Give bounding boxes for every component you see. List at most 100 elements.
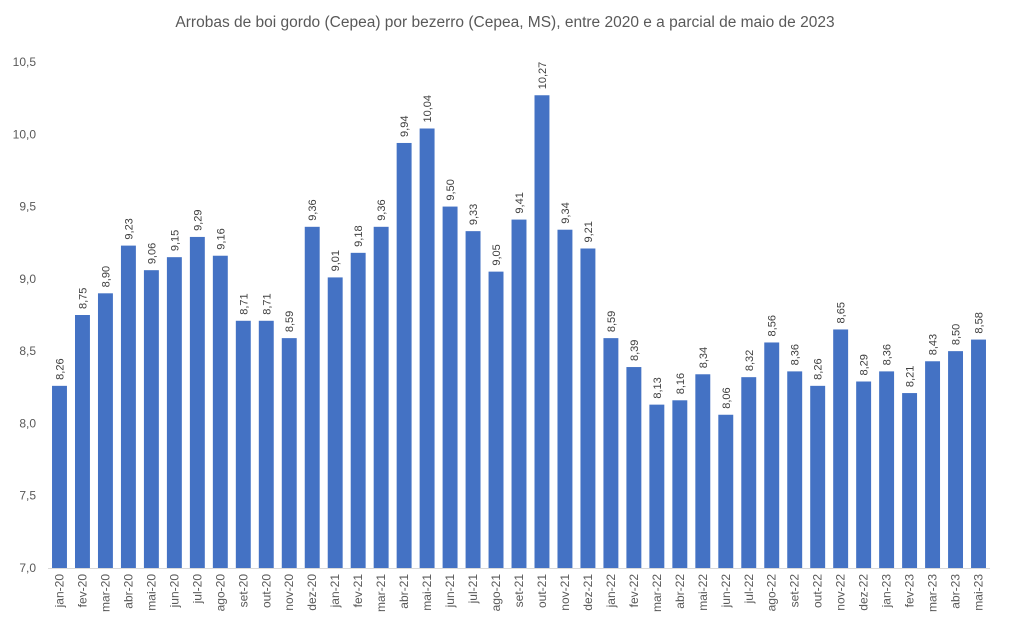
data-label: 8,32 <box>744 350 756 371</box>
data-label: 8,21 <box>905 366 917 387</box>
bar <box>166 257 182 568</box>
x-tick-label: jan-21 <box>328 574 342 609</box>
x-tick-label: nov-21 <box>558 574 572 611</box>
bars: 8,26 8,75 8,90 9,23 9,06 9,15 9,29 9,16 8,71 8,71… <box>52 62 986 569</box>
data-label: 9,05 <box>491 244 503 265</box>
x-tick-label: jan-22 <box>604 574 618 609</box>
x-tick-label: out-21 <box>535 574 549 608</box>
data-label: 9,94 <box>399 116 411 137</box>
bar <box>948 351 964 568</box>
x-tick-label: mar-20 <box>98 574 112 612</box>
x-tick-label: abr-23 <box>949 574 963 609</box>
bar <box>557 229 573 568</box>
data-label: 8,36 <box>790 344 802 365</box>
data-label: 8,58 <box>974 312 986 333</box>
bar <box>879 371 895 568</box>
bar <box>74 315 90 568</box>
y-tick-label: 7,5 <box>19 489 36 503</box>
x-tick-label: jan-20 <box>52 574 66 609</box>
data-label: 10,04 <box>422 95 434 123</box>
x-tick-label: mar-21 <box>374 574 388 612</box>
bar <box>580 248 596 569</box>
x-tick-label: ago-22 <box>765 574 779 612</box>
data-label: 8,71 <box>238 293 250 314</box>
bar <box>971 339 986 568</box>
x-tick-label: ago-21 <box>489 574 503 612</box>
bar <box>281 338 297 568</box>
x-tick-label: set-21 <box>512 574 526 608</box>
bar <box>511 219 527 568</box>
x-tick-label: jan-23 <box>880 574 894 609</box>
x-tick-label: abr-20 <box>121 574 135 609</box>
y-tick-label: 10,5 <box>13 55 37 69</box>
data-label: 8,13 <box>652 377 664 398</box>
data-label: 8,71 <box>261 293 273 314</box>
bar <box>810 385 826 568</box>
data-label: 8,65 <box>836 302 848 323</box>
bar <box>672 400 688 568</box>
bar <box>442 206 458 569</box>
data-label: 8,34 <box>698 347 710 368</box>
bar <box>143 270 159 568</box>
data-label: 8,36 <box>882 344 894 365</box>
x-tick-label: jun-22 <box>719 574 733 609</box>
x-tick-label: mai-23 <box>972 574 986 611</box>
data-label: 8,50 <box>951 324 963 345</box>
data-label: 8,56 <box>767 315 779 336</box>
data-label: 9,16 <box>215 228 227 249</box>
data-label: 9,15 <box>169 230 181 251</box>
bar <box>235 320 251 568</box>
bar <box>603 338 619 568</box>
bar <box>327 277 343 568</box>
data-label: 9,36 <box>307 199 319 220</box>
y-tick-label: 8,5 <box>19 344 36 358</box>
x-tick-label: fev-21 <box>351 574 365 608</box>
data-label: 8,75 <box>77 288 89 309</box>
data-label: 9,06 <box>146 243 158 264</box>
data-label: 9,01 <box>330 250 342 271</box>
bar <box>488 271 504 568</box>
data-label: 8,59 <box>284 311 296 332</box>
y-tick-label: 10,0 <box>13 127 37 141</box>
bar <box>626 367 642 568</box>
x-axis: jan-20 fev-20 mar-20 abr-20 mai-20 jun-20 jul-… <box>52 574 985 612</box>
data-label: 8,90 <box>100 266 112 287</box>
bar <box>856 381 872 568</box>
x-tick-label: set-22 <box>788 574 802 608</box>
bar <box>189 236 205 568</box>
bar <box>52 385 67 568</box>
y-tick-label: 8,0 <box>19 416 36 430</box>
bar <box>649 404 665 568</box>
data-label: 8,16 <box>675 373 687 394</box>
x-tick-label: nov-20 <box>282 574 296 611</box>
x-tick-label: mai-21 <box>420 574 434 611</box>
data-label: 9,21 <box>583 221 595 242</box>
x-tick-label: set-20 <box>236 574 250 608</box>
bar <box>764 342 780 568</box>
x-tick-label: ago-20 <box>213 574 227 612</box>
data-label: 9,34 <box>560 202 572 223</box>
x-tick-label: dez-20 <box>305 574 319 611</box>
x-tick-label: jul-21 <box>466 574 480 605</box>
y-axis: 7,0 7,5 8,0 8,5 9,0 9,5 10,0 10,5 <box>13 55 37 575</box>
x-tick-label: jun-20 <box>167 574 181 609</box>
data-label: 9,50 <box>445 179 457 200</box>
data-label: 8,06 <box>721 387 733 408</box>
x-tick-label: out-20 <box>259 574 273 608</box>
bar <box>120 245 136 568</box>
data-label: 9,36 <box>376 199 388 220</box>
bar <box>695 374 711 568</box>
x-tick-label: mai-22 <box>696 574 710 611</box>
bar <box>97 293 113 568</box>
bar <box>741 377 757 568</box>
x-tick-label: abr-21 <box>397 574 411 609</box>
data-label: 8,26 <box>54 358 66 379</box>
bar <box>373 226 389 568</box>
y-tick-label: 9,0 <box>19 272 36 286</box>
data-label: 9,41 <box>514 192 526 213</box>
data-label: 8,39 <box>629 340 641 361</box>
y-tick-label: 9,5 <box>19 200 36 214</box>
data-label: 9,29 <box>192 210 204 231</box>
x-tick-label: dez-22 <box>857 574 871 611</box>
